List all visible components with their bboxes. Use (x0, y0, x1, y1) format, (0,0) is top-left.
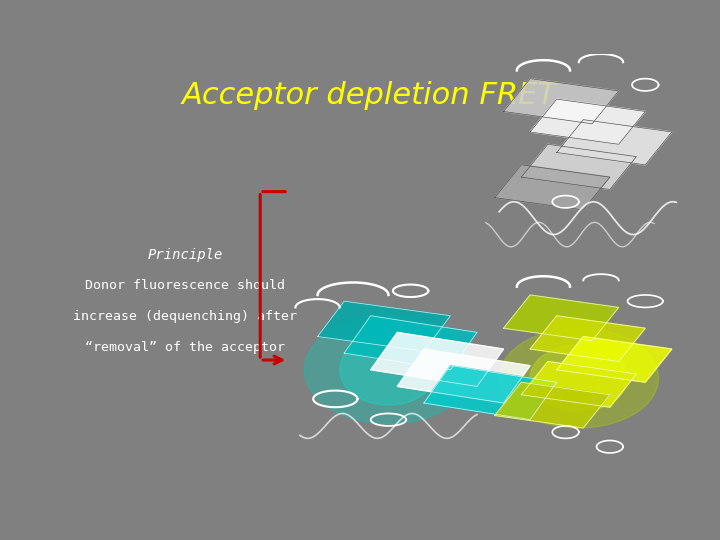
Polygon shape (530, 316, 645, 361)
Ellipse shape (530, 345, 628, 411)
Polygon shape (495, 165, 610, 210)
Ellipse shape (305, 316, 472, 424)
Polygon shape (530, 99, 645, 144)
Text: “removal” of the acceptor: “removal” of the acceptor (85, 341, 285, 354)
Polygon shape (318, 301, 451, 351)
Ellipse shape (340, 334, 437, 405)
Polygon shape (344, 316, 477, 370)
Polygon shape (521, 144, 636, 190)
Text: Donor fluorescence should: Donor fluorescence should (85, 279, 285, 292)
Text: Principle: Principle (147, 248, 222, 262)
Polygon shape (521, 361, 636, 407)
Polygon shape (557, 120, 672, 165)
Text: Acceptor depletion FRET: Acceptor depletion FRET (181, 82, 557, 111)
Polygon shape (495, 382, 610, 428)
Polygon shape (424, 366, 557, 420)
Polygon shape (397, 349, 530, 403)
Polygon shape (557, 336, 672, 382)
Ellipse shape (499, 328, 659, 428)
Polygon shape (503, 295, 618, 341)
Text: increase (dequenching) after: increase (dequenching) after (73, 310, 297, 323)
Polygon shape (371, 332, 503, 387)
Polygon shape (503, 79, 618, 124)
